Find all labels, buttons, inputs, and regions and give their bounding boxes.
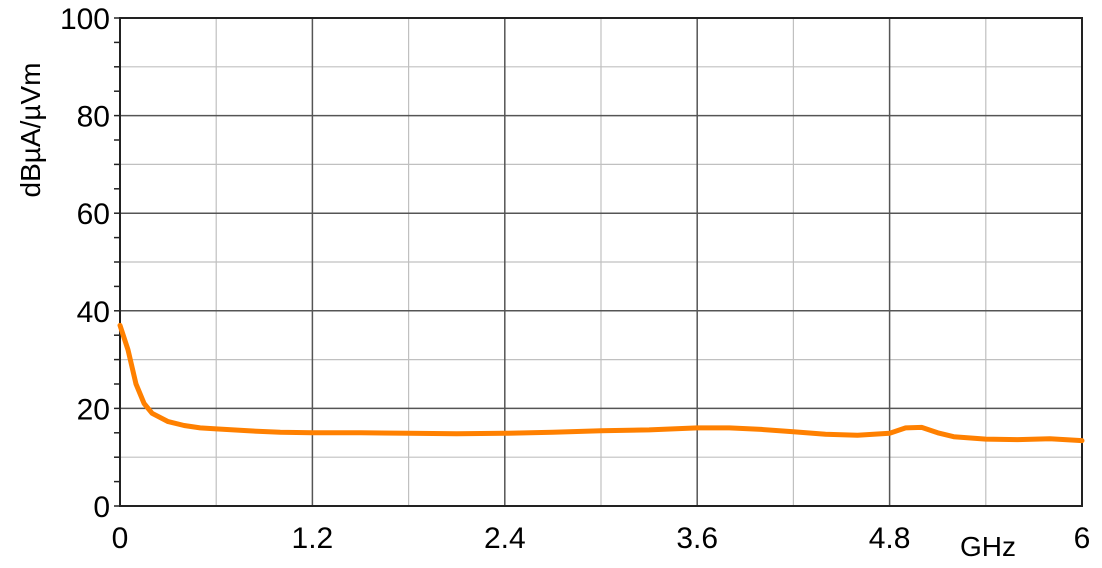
y-tick-label: 80 <box>77 101 110 134</box>
y-tick-label: 60 <box>77 198 110 231</box>
x-tick-label: 3.6 <box>676 522 718 555</box>
y-tick-label: 40 <box>77 296 110 329</box>
x-tick-label: 6 <box>1074 522 1091 555</box>
y-minor-ticks <box>114 17 120 507</box>
x-axis-unit-label: GHz <box>960 531 1016 562</box>
series-layer <box>117 322 1085 444</box>
y-axis-title: dBµA/µVm <box>15 63 46 198</box>
y-tick-label: 20 <box>77 393 110 426</box>
y-tick-labels: 0 20 40 60 80 100 <box>60 3 110 524</box>
y-tick-label: 100 <box>60 3 110 36</box>
x-tick-label: 2.4 <box>484 522 526 555</box>
series-line <box>117 322 1085 444</box>
x-tick-label: 1.2 <box>292 522 334 555</box>
minor-grid <box>120 18 1082 506</box>
x-tick-label: 0 <box>112 522 129 555</box>
x-tick-labels: 0 1.2 2.4 3.6 4.8 6 <box>112 522 1091 555</box>
x-tick-label: 4.8 <box>869 522 911 555</box>
y-tick-label: 0 <box>93 491 110 524</box>
